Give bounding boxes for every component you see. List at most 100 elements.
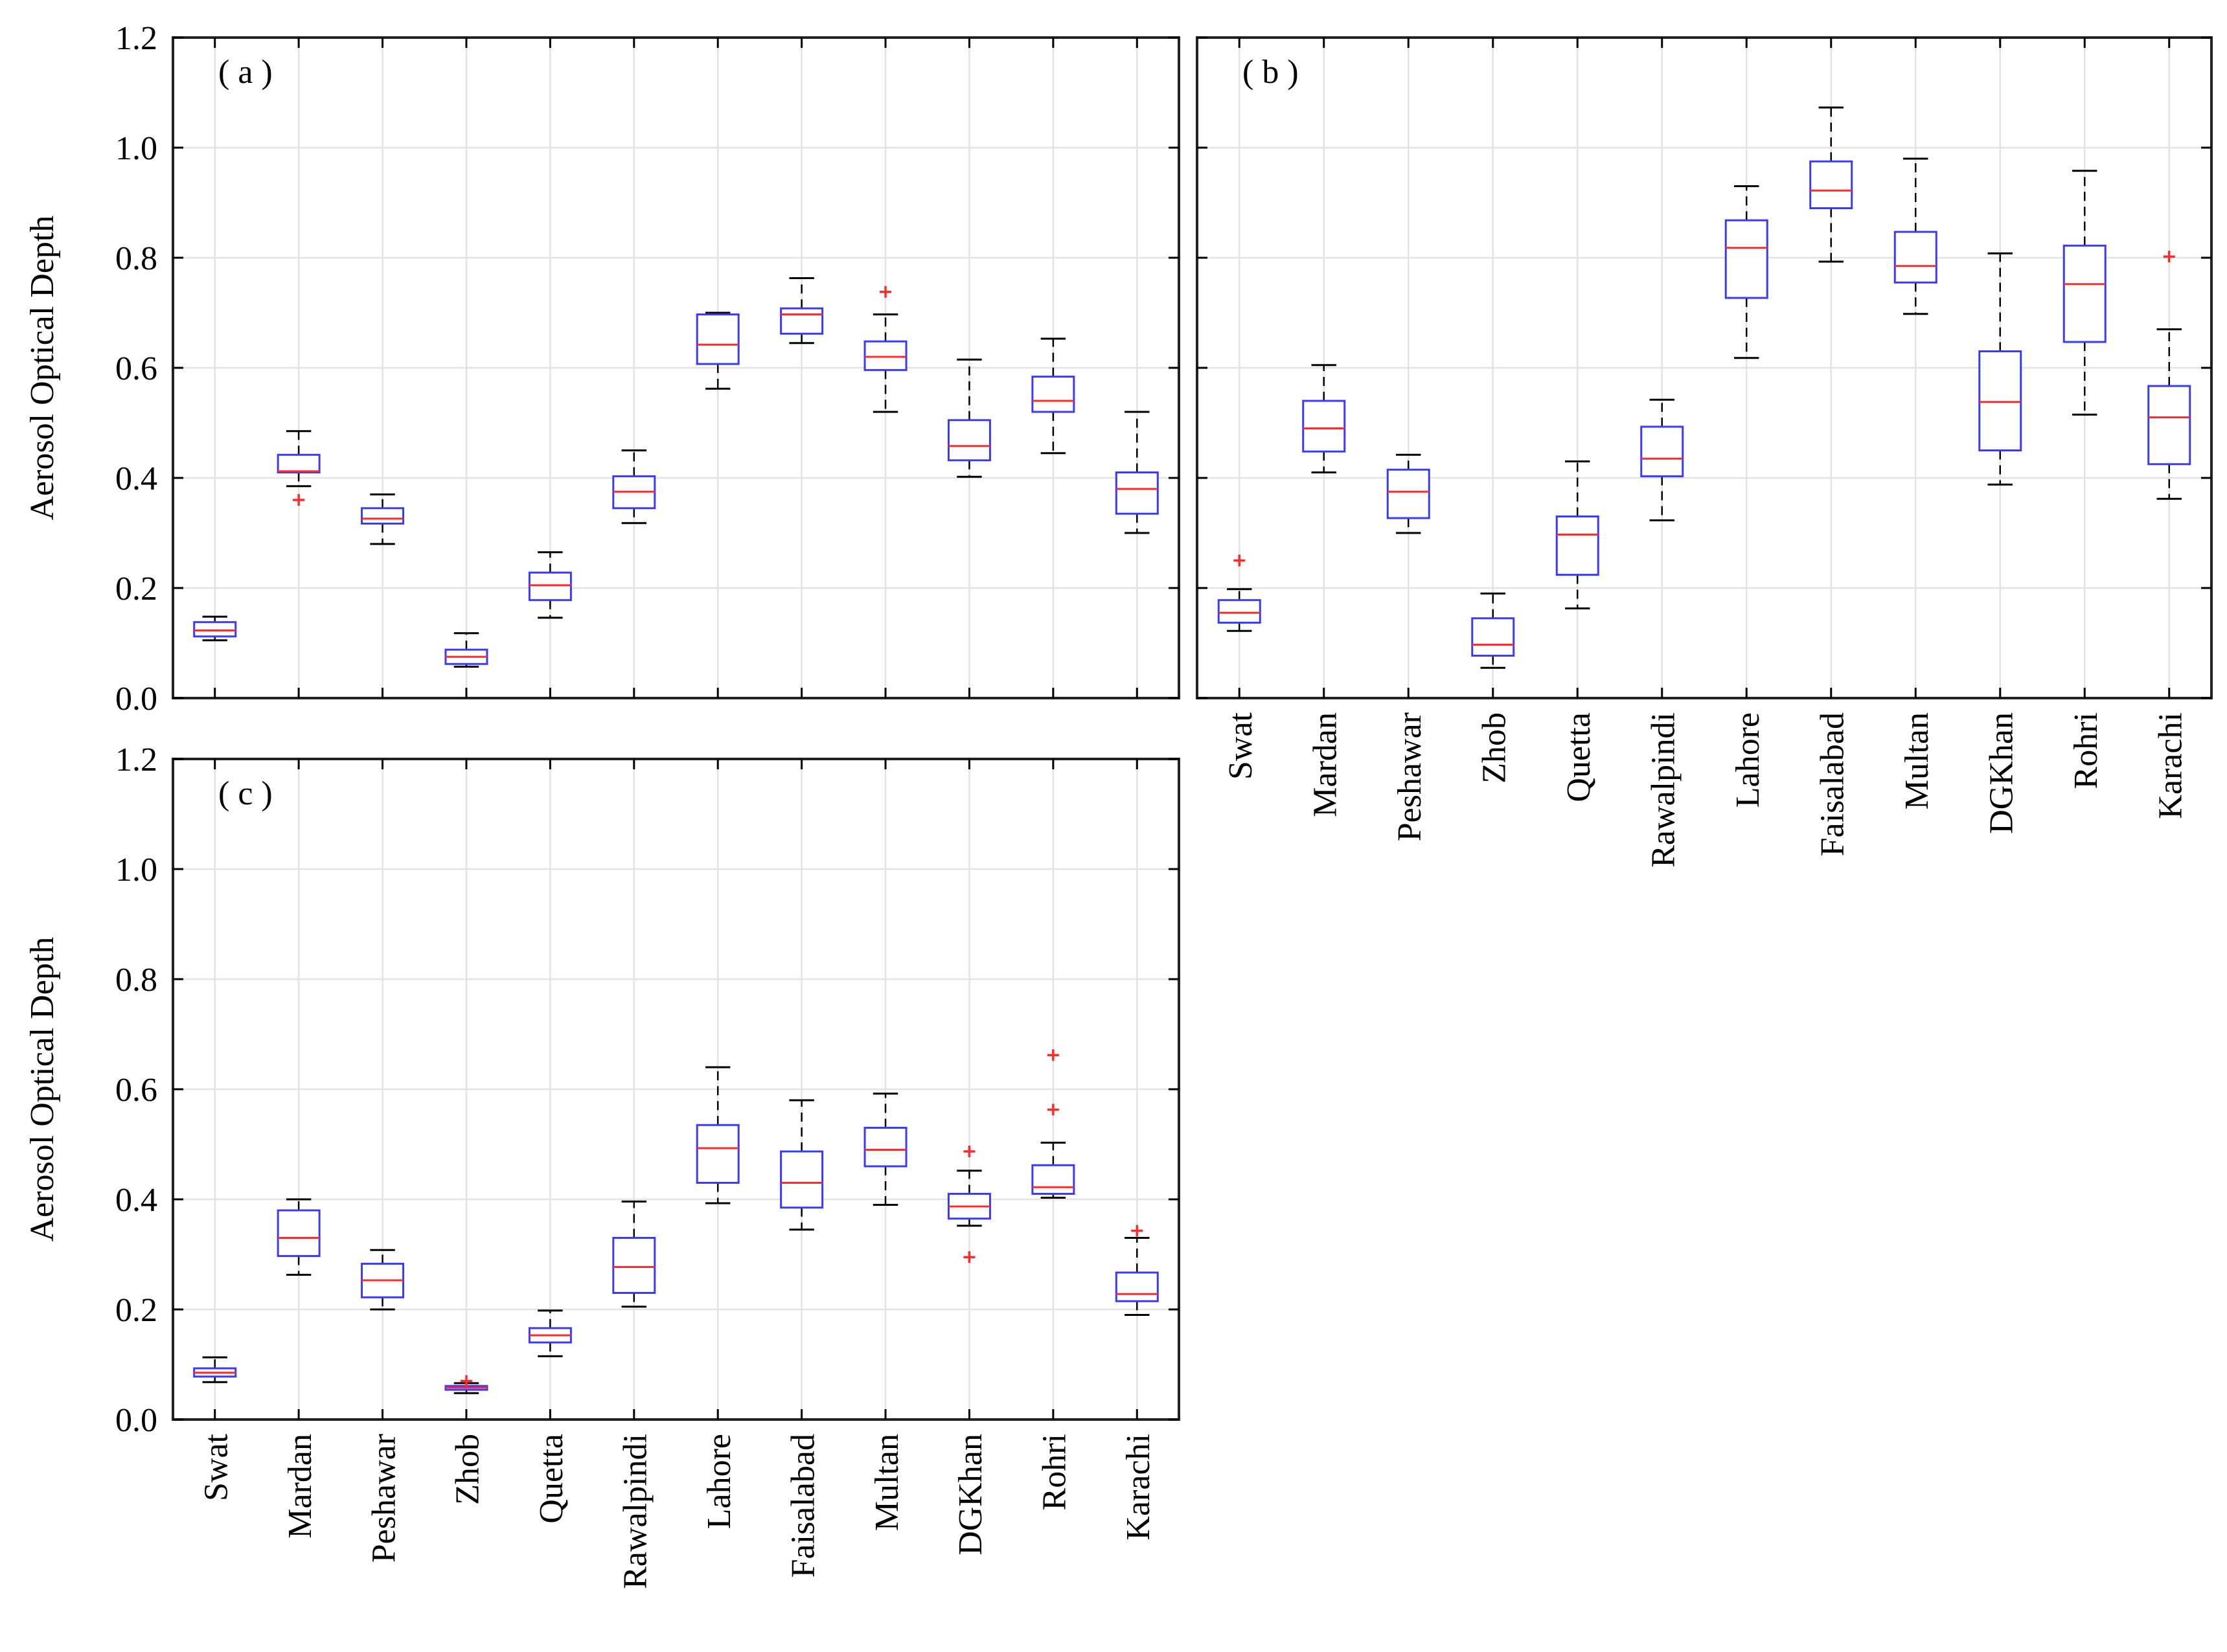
outlier-marker (460, 1375, 472, 1387)
x-tick-label: Swat (198, 1433, 234, 1501)
box-peshawar (1386, 453, 1430, 534)
iqr-box (361, 507, 405, 525)
outlier-marker (1047, 1103, 1059, 1116)
iqr-box (1724, 219, 1768, 299)
box-rawalpindi (1640, 398, 1684, 521)
x-tick-label: Karachi (2152, 712, 2189, 819)
iqr-box (2062, 244, 2107, 343)
iqr-box (1640, 425, 1684, 477)
y-tick-label: 0.6 (115, 350, 157, 387)
box-mardan (277, 430, 321, 506)
panel-label: ( a ) (218, 54, 273, 91)
x-tick-label: Quetta (533, 1434, 570, 1524)
x-tick-label: Faisalabad (784, 1434, 821, 1578)
x-tick-label: Lahore (1730, 712, 1766, 808)
y-axis-title: Aerosol Optical Depth (24, 216, 61, 521)
box-zhob (1471, 593, 1515, 669)
x-tick-label: Multan (869, 1434, 906, 1531)
y-tick-label: 1.0 (115, 130, 157, 167)
iqr-box (277, 1209, 321, 1258)
box-lahore (1724, 185, 1768, 359)
y-tick-label: 0.8 (115, 240, 157, 277)
box-dgkhan (1978, 252, 2022, 486)
box-swat (193, 1356, 237, 1383)
y-tick-label: 0.4 (115, 1182, 157, 1219)
x-tick-label: Peshawar (365, 1434, 402, 1563)
box-faisalabad (780, 277, 824, 345)
box-quetta (1555, 460, 1599, 609)
y-tick-label: 0.2 (115, 1292, 157, 1329)
x-tick-label: Multan (1899, 712, 1936, 809)
box-rohri (1031, 1049, 1075, 1199)
box-faisalabad (1809, 106, 1853, 263)
y-tick-label: 0.8 (115, 962, 157, 999)
box-quetta (528, 1309, 572, 1357)
y-tick-label: 0.6 (115, 1072, 157, 1109)
outlier-marker (1131, 1225, 1143, 1237)
x-tick-label: Peshawar (1391, 712, 1428, 841)
box-rohri (1031, 337, 1075, 455)
iqr-box (1386, 468, 1430, 519)
y-axis-title: Aerosol Optical Depth (24, 937, 61, 1242)
x-tick-label: Rohri (2068, 712, 2105, 789)
x-tick-label: Rawalpindi (617, 1434, 654, 1589)
box-multan (1893, 157, 1937, 315)
box-zhob (444, 1375, 488, 1394)
iqr-box (863, 1127, 908, 1168)
box-quetta (528, 551, 572, 619)
x-tick-label: Faisalabad (1814, 712, 1851, 856)
iqr-box (1031, 376, 1075, 413)
iqr-box (1217, 599, 1261, 624)
iqr-box (1809, 160, 1853, 209)
box-rawalpindi (612, 1200, 656, 1308)
y-tick-label: 1.0 (115, 852, 157, 888)
iqr-box (1115, 471, 1159, 515)
box-multan (863, 286, 908, 413)
panel-label: ( c ) (218, 775, 273, 812)
box-multan (863, 1092, 908, 1206)
y-tick-label: 0.2 (115, 571, 157, 607)
iqr-box (193, 621, 237, 638)
panel-c: 0.0 0.2 0.4 0.6 0.8 1.0 1.2 Swat Mardan Peshawar Z… (24, 741, 1180, 1589)
x-tick-label: Zhob (1476, 712, 1513, 784)
x-tick-label: Swat (1222, 712, 1259, 780)
panel-b: Swat Mardan Peshawar Zhob Quetta Rawalpindi La… (1196, 36, 2213, 868)
outlier-marker (2163, 251, 2175, 263)
y-tick-label: 0.0 (115, 1402, 157, 1439)
box-lahore (696, 1066, 740, 1205)
iqr-box (1555, 515, 1599, 576)
iqr-box (1471, 617, 1515, 657)
y-tick-label: 0.4 (115, 460, 157, 497)
outlier-marker (963, 1146, 976, 1158)
x-tick-label: Quetta (1560, 712, 1597, 802)
x-tick-label: Karachi (1120, 1434, 1157, 1541)
x-tick-label: Lahore (701, 1434, 738, 1529)
box-peshawar (361, 493, 405, 545)
box-peshawar (361, 1249, 405, 1311)
box-rawalpindi (612, 449, 656, 525)
box-mardan (1302, 364, 1346, 473)
iqr-box (1115, 1271, 1159, 1302)
x-tick-label: Rawalpindi (1645, 712, 1682, 868)
iqr-box (863, 340, 908, 371)
panel-label: ( b ) (1242, 54, 1299, 91)
outlier-marker (1233, 554, 1246, 567)
box-swat (1217, 554, 1261, 632)
box-dgkhan (947, 1146, 991, 1263)
iqr-box (947, 419, 991, 462)
y-tick-label: 0.0 (115, 681, 157, 718)
x-tick-label: DGKhan (952, 1434, 989, 1556)
box-lahore (696, 311, 740, 390)
iqr-box (1978, 350, 2022, 451)
box-mardan (277, 1198, 321, 1276)
iqr-box (780, 1150, 824, 1209)
box-karachi (1115, 1225, 1159, 1316)
iqr-box (696, 1124, 740, 1184)
iqr-box (277, 453, 321, 473)
box-faisalabad (780, 1099, 824, 1231)
box-swat (193, 615, 237, 642)
iqr-box (2147, 385, 2191, 466)
x-tick-label: Rohri (1036, 1434, 1073, 1510)
